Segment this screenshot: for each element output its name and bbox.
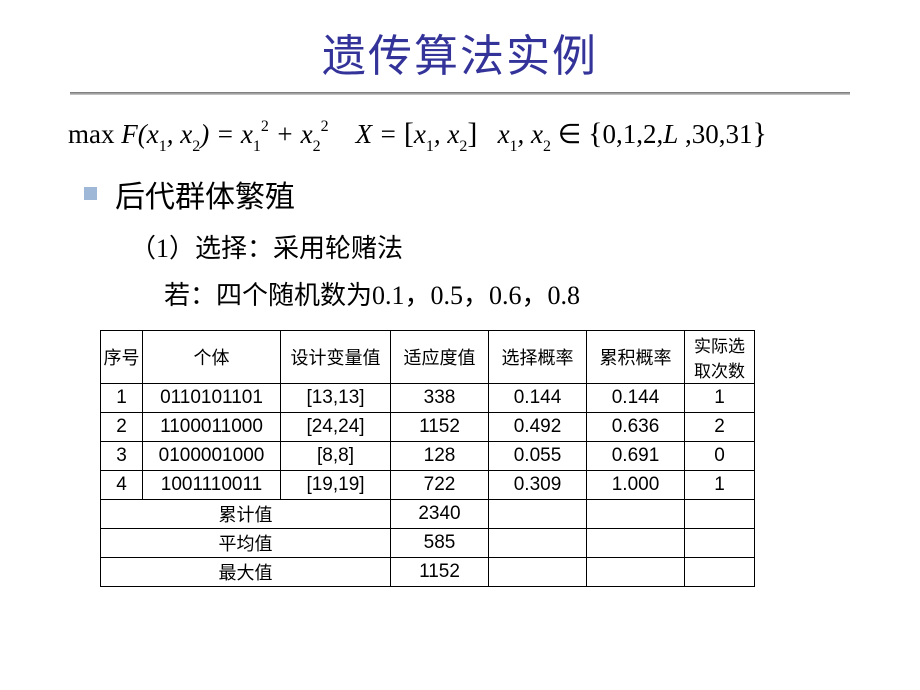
title-underline <box>70 92 850 95</box>
cell: 1152 <box>391 557 489 586</box>
cell: 0.144 <box>489 383 587 412</box>
cell: 1001110011 <box>143 470 281 499</box>
cell: [19,19] <box>281 470 391 499</box>
formula: max F(x1, x2) = x12 + x22 X = [x1, x2] x… <box>0 109 920 166</box>
cell: 1152 <box>391 412 489 441</box>
col-header: 设计变量值 <box>281 330 391 383</box>
summary-label: 最大值 <box>101 557 391 586</box>
bullet-text: 后代群体繁殖 <box>115 172 295 216</box>
data-table: 序号 个体 设计变量值 适应度值 选择概率 累积概率 实际选取次数 1 0110… <box>100 330 755 587</box>
cell: 585 <box>391 528 489 557</box>
table-header-row: 序号 个体 设计变量值 适应度值 选择概率 累积概率 实际选取次数 <box>101 330 755 383</box>
subline-1: （1）选择：采用轮赌法 <box>0 228 920 265</box>
cell: 1.000 <box>587 470 685 499</box>
cell: 3 <box>101 441 143 470</box>
cell: [13,13] <box>281 383 391 412</box>
cell: 0 <box>685 441 755 470</box>
summary-row: 累计值 2340 <box>101 499 755 528</box>
cell <box>685 528 755 557</box>
table-row: 1 0110101101 [13,13] 338 0.144 0.144 1 <box>101 383 755 412</box>
cell: 722 <box>391 470 489 499</box>
cell: 1 <box>101 383 143 412</box>
cell: 2 <box>101 412 143 441</box>
cell <box>685 499 755 528</box>
cell <box>587 499 685 528</box>
col-header: 序号 <box>101 330 143 383</box>
col-header: 累积概率 <box>587 330 685 383</box>
cell: 0.055 <box>489 441 587 470</box>
cell: 0110101101 <box>143 383 281 412</box>
cell: [24,24] <box>281 412 391 441</box>
col-header: 实际选取次数 <box>685 330 755 383</box>
table-row: 4 1001110011 [19,19] 722 0.309 1.000 1 <box>101 470 755 499</box>
cell <box>489 528 587 557</box>
cell <box>685 557 755 586</box>
cell <box>587 557 685 586</box>
page-title: 遗传算法实例 <box>0 0 920 92</box>
cell <box>489 499 587 528</box>
cell <box>587 528 685 557</box>
cell: 338 <box>391 383 489 412</box>
cell: 0.309 <box>489 470 587 499</box>
summary-row: 平均值 585 <box>101 528 755 557</box>
cell: 0.691 <box>587 441 685 470</box>
cell: 0100001000 <box>143 441 281 470</box>
summary-label: 累计值 <box>101 499 391 528</box>
bullet-item: 后代群体繁殖 <box>0 172 920 216</box>
cell <box>489 557 587 586</box>
cell: 0.144 <box>587 383 685 412</box>
cell: 0.492 <box>489 412 587 441</box>
col-header: 个体 <box>143 330 281 383</box>
cell: 4 <box>101 470 143 499</box>
cell: 2340 <box>391 499 489 528</box>
summary-row: 最大值 1152 <box>101 557 755 586</box>
square-bullet-icon <box>84 187 97 200</box>
subline-2: 若：四个随机数为0.1，0.5，0.6，0.8 <box>0 275 920 312</box>
cell: 2 <box>685 412 755 441</box>
table-container: 序号 个体 设计变量值 适应度值 选择概率 累积概率 实际选取次数 1 0110… <box>0 312 920 587</box>
cell: 0.636 <box>587 412 685 441</box>
cell: 128 <box>391 441 489 470</box>
summary-label: 平均值 <box>101 528 391 557</box>
table-row: 3 0100001000 [8,8] 128 0.055 0.691 0 <box>101 441 755 470</box>
cell: 1100011000 <box>143 412 281 441</box>
cell: [8,8] <box>281 441 391 470</box>
cell: 1 <box>685 470 755 499</box>
cell: 1 <box>685 383 755 412</box>
table-row: 2 1100011000 [24,24] 1152 0.492 0.636 2 <box>101 412 755 441</box>
col-header: 选择概率 <box>489 330 587 383</box>
col-header: 适应度值 <box>391 330 489 383</box>
